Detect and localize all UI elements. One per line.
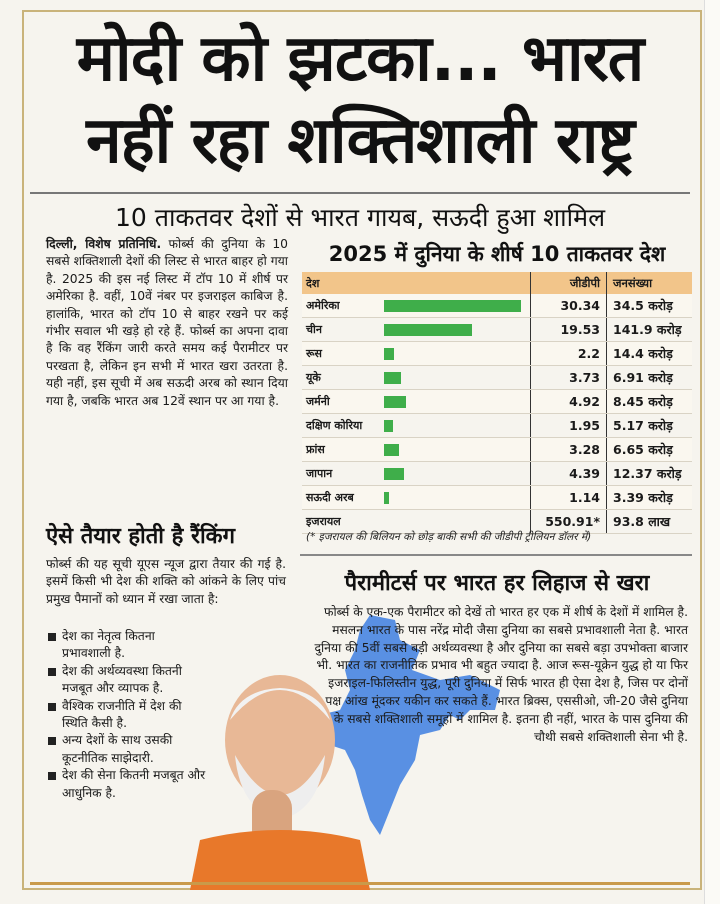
population-value: 12.37 करोड़	[606, 462, 692, 485]
country-label: चीन	[306, 323, 322, 336]
bar-cell	[382, 318, 530, 341]
gdp-value: 550.91*	[530, 510, 606, 533]
countries-table: देश जीडीपी जनसंख्या अमेरिका 30.34 34.5 करो…	[302, 272, 692, 534]
country-label: रूस	[306, 347, 322, 360]
bar-cell	[382, 366, 530, 389]
headline: मोदी को झटका... भारत नहीं रहा शक्तिशाली …	[30, 18, 690, 182]
gdp-bar	[384, 372, 401, 384]
table-row: यूके 3.73 6.91 करोड़	[302, 366, 692, 390]
bar-cell	[382, 294, 530, 317]
bottom-divider	[30, 882, 690, 885]
gdp-bar	[384, 468, 404, 480]
gdp-value: 4.92	[530, 390, 606, 413]
table-header: देश जीडीपी जनसंख्या	[302, 272, 692, 294]
population-value: 93.8 लाख	[606, 510, 692, 533]
criteria-list: देश का नेतृत्व कितना प्रभावशाली है. देश …	[46, 628, 206, 802]
gdp-value: 1.14	[530, 486, 606, 509]
table-title: 2025 में दुनिया के शीर्ष 10 ताकतवर देश	[328, 242, 666, 266]
population-value: 6.65 करोड़	[606, 438, 692, 461]
table-row: सऊदी अरब 1.14 3.39 करोड़	[302, 486, 692, 510]
table-footnote: (* इजरायल की बिलियन को छोड़ बाकी सभी की …	[306, 531, 592, 543]
bar-cell	[382, 414, 530, 437]
box-divider	[300, 554, 692, 556]
gdp-bar	[384, 492, 390, 504]
gdp-value: 19.53	[530, 318, 606, 341]
table-row: फ्रांस 3.28 6.65 करोड़	[302, 438, 692, 462]
headline-divider	[30, 192, 690, 194]
population-value: 34.5 करोड़	[606, 294, 692, 317]
population-value: 3.39 करोड़	[606, 486, 692, 509]
leader-photo	[190, 675, 370, 890]
lead-text: फोर्ब्स की दुनिया के 10 सबसे शक्तिशाली द…	[46, 237, 288, 408]
lead-paragraph: दिल्ली, विशेष प्रतिनिधि. फोर्ब्स की दुनि…	[46, 236, 288, 410]
country-label: दक्षिण कोरिया	[306, 419, 363, 432]
country-label: यूके	[306, 371, 321, 384]
dateline: दिल्ली, विशेष प्रतिनिधि.	[46, 237, 162, 251]
gdp-bar	[384, 420, 393, 432]
country-label: सऊदी अरब	[306, 491, 354, 504]
gdp-value: 2.2	[530, 342, 606, 365]
table-row: रूस 2.2 14.4 करोड़	[302, 342, 692, 366]
photo-hair	[230, 688, 330, 720]
gdp-bar	[384, 300, 522, 312]
country-label: जापान	[306, 467, 333, 480]
gdp-value: 30.34	[530, 294, 606, 317]
table-row: जापान 4.39 12.37 करोड़	[302, 462, 692, 486]
table-row: दक्षिण कोरिया 1.95 5.17 करोड़	[302, 414, 692, 438]
bar-cell	[382, 462, 530, 485]
table-row: जर्मनी 4.92 8.45 करोड़	[302, 390, 692, 414]
adjacent-column-edge	[704, 0, 720, 904]
gdp-bar	[384, 444, 399, 456]
population-value: 8.45 करोड़	[606, 390, 692, 413]
table-body: अमेरिका 30.34 34.5 करोड़ चीन 19.53 141.9 करोड…	[302, 294, 692, 534]
bar-cell	[382, 342, 530, 365]
header-bar-space	[382, 272, 530, 294]
criteria-item: अन्य देशों के साथ उसकी कूटनीतिक साझेदारी…	[46, 732, 206, 767]
ranking-heading: ऐसे तैयार होती है रैंकिंग	[46, 524, 235, 549]
table-row: इजरायल 550.91* 93.8 लाख	[302, 510, 692, 534]
country-label: जर्मनी	[306, 395, 330, 408]
population-value: 14.4 करोड़	[606, 342, 692, 365]
header-country: देश	[306, 276, 320, 290]
header-gdp: जीडीपी	[530, 272, 606, 294]
gdp-value: 3.28	[530, 438, 606, 461]
headline-line-1: मोदी को झटका... भारत	[76, 22, 645, 96]
country-label: फ्रांस	[306, 443, 325, 456]
gdp-bar	[384, 324, 473, 336]
gdp-value: 1.95	[530, 414, 606, 437]
table-row: चीन 19.53 141.9 करोड़	[302, 318, 692, 342]
criteria-item: वैश्विक राजनीति में देश की स्थिति कैसी ह…	[46, 698, 206, 733]
gdp-bar	[384, 348, 394, 360]
india-map-shape	[315, 615, 500, 835]
parameters-heading: पैरामीटर्स पर भारत हर लिहाज से खरा	[344, 571, 650, 596]
criteria-item: देश का नेतृत्व कितना प्रभावशाली है.	[46, 628, 206, 663]
gdp-value: 4.39	[530, 462, 606, 485]
country-label: इजरायल	[306, 515, 341, 528]
country-label: अमेरिका	[306, 299, 340, 312]
headline-line-2: नहीं रहा शक्तिशाली राष्ट्र	[86, 104, 635, 178]
population-value: 141.9 करोड़	[606, 318, 692, 341]
photo-head	[225, 675, 335, 805]
bar-cell	[382, 486, 530, 509]
criteria-item: देश की अर्थव्यवस्था कितनी मजबूत और व्याप…	[46, 663, 206, 698]
gdp-value: 3.73	[530, 366, 606, 389]
india-map	[315, 615, 500, 835]
gdp-bar	[384, 396, 407, 408]
subheadline: 10 ताकतवर देशों से भारत गायब, सऊदी हुआ श…	[114, 203, 606, 232]
photo-shirt	[190, 830, 370, 890]
bar-cell	[382, 438, 530, 461]
population-value: 5.17 करोड़	[606, 414, 692, 437]
population-value: 6.91 करोड़	[606, 366, 692, 389]
parameters-text: फोर्ब्स के एक-एक पैरामीटर को देखें तो भा…	[314, 605, 688, 744]
ranking-intro: फोर्ब्स की यह सूची यूएस न्यूज द्वारा तैय…	[46, 557, 286, 606]
criteria-item: देश की सेना कितनी मजबूत और आधुनिक है.	[46, 767, 206, 802]
table-row: अमेरिका 30.34 34.5 करोड़	[302, 294, 692, 318]
bar-cell	[382, 390, 530, 413]
header-population: जनसंख्या	[606, 272, 692, 294]
